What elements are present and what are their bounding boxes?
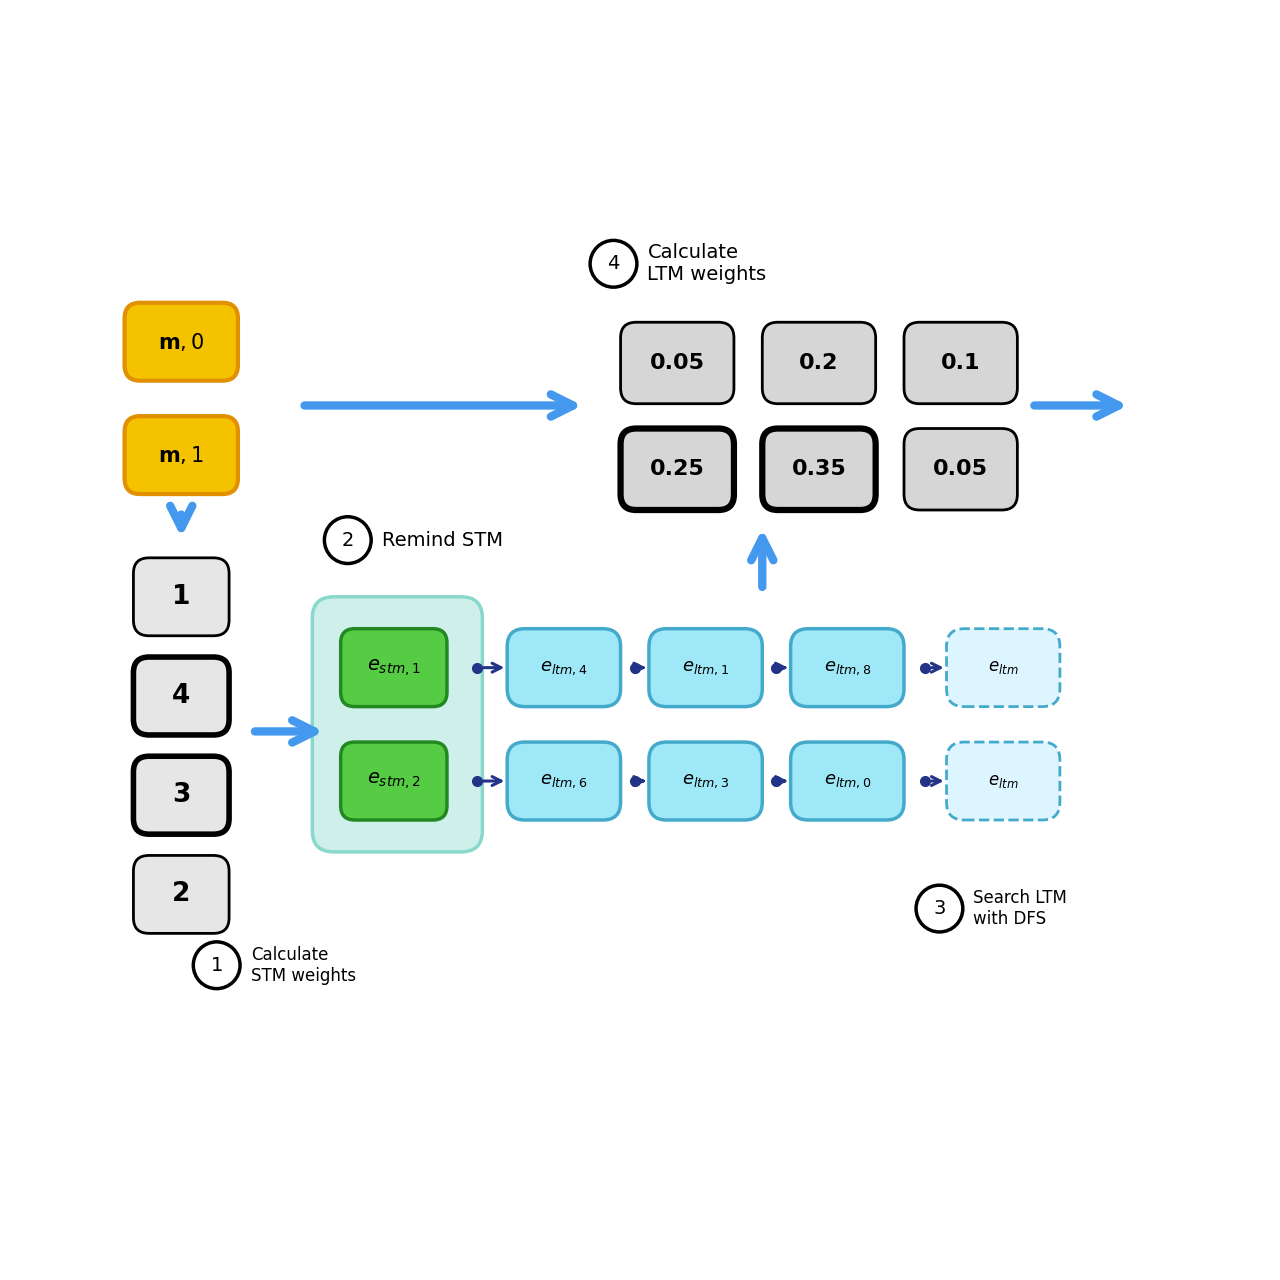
Text: $e_{stm,2}$: $e_{stm,2}$ (367, 771, 421, 791)
FancyBboxPatch shape (649, 628, 763, 707)
FancyBboxPatch shape (507, 742, 621, 820)
FancyBboxPatch shape (621, 323, 733, 403)
FancyBboxPatch shape (133, 855, 229, 933)
Text: 2: 2 (172, 882, 191, 908)
Text: $\mathbf{m},1$: $\mathbf{m},1$ (159, 444, 205, 466)
FancyBboxPatch shape (133, 558, 229, 636)
Text: $e_{ltm}$: $e_{ltm}$ (988, 659, 1019, 676)
Text: $\mathbf{m},0$: $\mathbf{m},0$ (159, 330, 205, 353)
FancyBboxPatch shape (621, 429, 733, 509)
Text: 0.05: 0.05 (650, 353, 705, 372)
FancyBboxPatch shape (340, 628, 447, 707)
FancyBboxPatch shape (133, 657, 229, 735)
Text: 0.1: 0.1 (941, 353, 980, 372)
Text: $e_{ltm,0}$: $e_{ltm,0}$ (823, 772, 872, 790)
Circle shape (916, 886, 963, 932)
FancyBboxPatch shape (904, 323, 1018, 403)
Circle shape (590, 241, 637, 287)
Text: $e_{ltm}$: $e_{ltm}$ (988, 773, 1019, 790)
Text: Calculate
STM weights: Calculate STM weights (251, 946, 356, 984)
Text: 0.05: 0.05 (933, 460, 988, 479)
Text: 4: 4 (172, 684, 191, 709)
Text: $e_{stm,1}$: $e_{stm,1}$ (367, 657, 421, 678)
FancyBboxPatch shape (791, 628, 904, 707)
Text: 0.35: 0.35 (791, 460, 846, 479)
Text: Remind STM: Remind STM (381, 531, 503, 549)
Text: 1: 1 (172, 584, 191, 609)
Text: $e_{ltm,8}$: $e_{ltm,8}$ (823, 659, 872, 677)
FancyBboxPatch shape (124, 416, 238, 494)
Text: $e_{ltm,6}$: $e_{ltm,6}$ (540, 772, 588, 790)
FancyBboxPatch shape (946, 628, 1060, 707)
Text: 3: 3 (933, 899, 946, 918)
Text: 4: 4 (607, 255, 620, 273)
Text: $e_{ltm,1}$: $e_{ltm,1}$ (682, 659, 730, 677)
Text: $e_{ltm,3}$: $e_{ltm,3}$ (682, 772, 730, 790)
Text: 0.2: 0.2 (799, 353, 838, 372)
FancyBboxPatch shape (763, 429, 876, 509)
Text: Calculate
LTM weights: Calculate LTM weights (648, 243, 767, 284)
FancyBboxPatch shape (946, 742, 1060, 820)
FancyBboxPatch shape (133, 756, 229, 835)
FancyBboxPatch shape (649, 742, 763, 820)
FancyBboxPatch shape (507, 628, 621, 707)
Text: 3: 3 (172, 782, 191, 808)
FancyBboxPatch shape (340, 742, 447, 820)
FancyBboxPatch shape (791, 742, 904, 820)
Circle shape (324, 517, 371, 563)
Circle shape (193, 942, 241, 988)
Text: $e_{ltm,4}$: $e_{ltm,4}$ (540, 659, 588, 677)
Text: Search LTM
with DFS: Search LTM with DFS (973, 890, 1068, 928)
FancyBboxPatch shape (763, 323, 876, 403)
Text: 1: 1 (210, 956, 223, 975)
Text: 0.25: 0.25 (650, 460, 704, 479)
FancyBboxPatch shape (904, 429, 1018, 509)
FancyBboxPatch shape (312, 596, 483, 852)
Text: 2: 2 (342, 531, 355, 549)
FancyBboxPatch shape (124, 303, 238, 380)
